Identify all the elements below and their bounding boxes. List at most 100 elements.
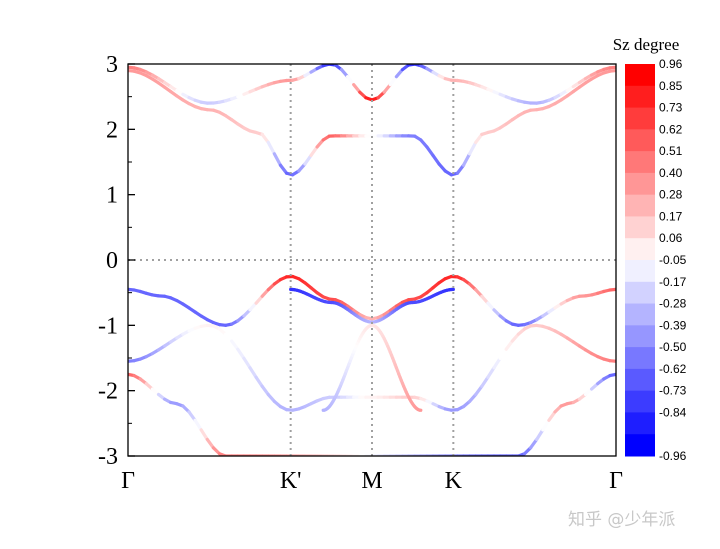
band-valence-lower — [128, 323, 616, 412]
colorbar-swatch — [625, 107, 655, 130]
x-tick-label: Γ — [121, 468, 135, 494]
band-segment — [205, 437, 215, 450]
band-segment — [480, 375, 490, 388]
colorbar-label: -0.39 — [659, 318, 687, 332]
colorbar-swatch — [625, 260, 655, 283]
band-segment — [260, 132, 270, 145]
band-segment — [199, 428, 209, 442]
colorbar-label: 0.06 — [659, 231, 683, 245]
band-segment — [187, 410, 197, 422]
colorbar-swatch — [625, 325, 655, 348]
band-segment — [455, 163, 466, 175]
band-segment — [254, 375, 264, 388]
band-segment — [382, 83, 392, 94]
colorbar-label: 0.96 — [659, 57, 683, 71]
y-tick-label: 1 — [106, 183, 118, 209]
band-segment — [468, 140, 478, 156]
colorbar-swatch — [625, 216, 655, 239]
band-valence-cone — [321, 323, 423, 412]
band-segment — [486, 366, 496, 379]
band-segment — [346, 75, 356, 87]
colorbar-label: -0.84 — [659, 405, 687, 419]
band-valence-top-up — [128, 274, 616, 327]
colorbar-label: -0.50 — [659, 340, 687, 354]
colorbar-swatch — [625, 368, 655, 392]
colorbar-swatch — [625, 347, 655, 370]
colorbar-label: -0.17 — [659, 275, 687, 289]
band-segment — [236, 347, 246, 360]
band-upper-band-1 — [128, 68, 616, 177]
colorbar-label: 0.28 — [659, 188, 683, 202]
band-segment — [535, 428, 545, 442]
band-segment — [388, 75, 398, 87]
colorbar-swatch — [625, 238, 655, 261]
colorbar-swatch — [625, 194, 655, 217]
band-segment — [461, 152, 472, 167]
band-segment — [431, 153, 441, 166]
band-segment — [541, 418, 551, 432]
colorbar-label: 0.40 — [659, 166, 683, 180]
watermark: 知乎 @少年派 — [568, 510, 675, 530]
colorbar: Sz degree 0.96 0.85 0.73 0.62 0.51 0.40 0.28 0.1… — [613, 35, 687, 463]
x-tick-label: K' — [280, 468, 302, 494]
colorbar-label: -0.62 — [659, 362, 687, 376]
band-segment — [193, 418, 203, 432]
colorbar-label: 0.73 — [659, 101, 683, 115]
colorbar-swatch — [625, 434, 655, 457]
colorbar-swatch — [625, 85, 655, 109]
x-tick-label: K — [445, 468, 463, 494]
colorbar-swatch — [625, 412, 655, 435]
colorbar-label: 0.17 — [659, 209, 683, 223]
colorbar-swatch — [625, 129, 655, 152]
y-tick-label: -1 — [98, 313, 118, 339]
colorbar-swatch — [625, 172, 655, 196]
colorbar-label: -0.96 — [659, 449, 687, 463]
colorbar-swatch — [625, 281, 655, 305]
band-segment — [309, 145, 319, 158]
colorbar-label: -0.73 — [659, 384, 687, 398]
x-tick-label: M — [361, 468, 382, 494]
x-axis: Γ K' M K Γ — [121, 468, 623, 494]
y-axis: 3 2 1 0 -1 -2 -3 — [98, 52, 135, 470]
colorbar-label: 0.62 — [659, 122, 683, 136]
colorbar-swatch — [625, 303, 655, 326]
y-tick-label: -3 — [98, 444, 118, 470]
band-segment — [278, 163, 289, 175]
colorbar-label: -0.28 — [659, 297, 687, 311]
colorbar-title: Sz degree — [613, 35, 680, 54]
band-segment — [352, 83, 362, 94]
band-segment — [260, 384, 270, 397]
y-tick-label: 3 — [106, 52, 118, 78]
band-segment — [230, 339, 240, 351]
y-tick-label: 0 — [106, 248, 118, 274]
y-tick-label: 2 — [106, 117, 118, 143]
band-segment — [242, 356, 252, 370]
band-segment — [248, 366, 258, 379]
colorbar-swatch — [625, 64, 655, 87]
band-segment — [608, 65, 616, 70]
band-segment — [504, 339, 514, 351]
colorbar-label: -0.05 — [659, 253, 687, 267]
band-segment — [608, 359, 616, 363]
colorbar-label: 0.51 — [659, 144, 683, 158]
band-segment — [498, 347, 508, 360]
band-segment — [474, 132, 484, 145]
x-tick-label: Γ — [609, 468, 623, 494]
band-segment — [528, 437, 539, 450]
y-tick-label: -2 — [98, 379, 118, 405]
colorbar-swatch — [625, 151, 655, 174]
band-segment — [474, 384, 484, 397]
band-segment — [608, 68, 616, 73]
band-segment — [608, 372, 616, 378]
colorbar-label: 0.85 — [659, 79, 683, 93]
band-segment — [608, 287, 616, 292]
band-segment — [547, 410, 557, 422]
band-segment — [492, 356, 502, 370]
band-segment — [303, 153, 313, 166]
band-segment — [272, 152, 283, 167]
band-upper-band-2 — [128, 64, 616, 105]
colorbar-swatch — [625, 390, 655, 413]
band-segment — [266, 140, 276, 156]
band-segment — [425, 145, 435, 158]
